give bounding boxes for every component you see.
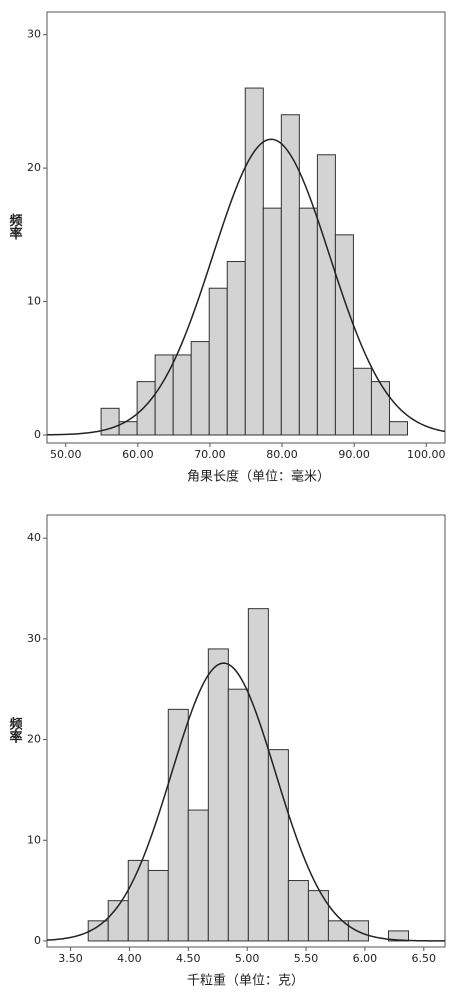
bar	[244, 87, 264, 436]
bar	[370, 381, 390, 436]
bar	[226, 261, 246, 436]
y-tick-label: 30	[27, 28, 41, 41]
bar	[100, 407, 120, 436]
x-tick-label: 80.00	[266, 448, 298, 461]
y-tick-label: 20	[27, 161, 41, 174]
normal-curve	[46, 662, 446, 942]
bar	[167, 708, 189, 942]
bar	[187, 809, 209, 942]
bar	[190, 341, 210, 436]
plot-frame	[46, 514, 446, 948]
x-tick-label: 5.50	[294, 952, 319, 965]
x-tick-label: 4.00	[117, 952, 142, 965]
bar	[287, 880, 309, 942]
y-axis-title: 频率	[7, 213, 23, 241]
bar	[352, 367, 372, 436]
y-tick-label: 0	[34, 428, 41, 441]
y-tick-label: 30	[27, 632, 41, 645]
y-tick-label: 10	[27, 295, 41, 308]
x-tick-label: 50.00	[50, 448, 82, 461]
y-axis-title: 频率	[7, 716, 23, 744]
bar	[208, 287, 228, 436]
y-tick-label: 20	[27, 733, 41, 746]
x-axis-title: 千粒重（单位：克）	[187, 973, 304, 989]
normal-curve	[46, 138, 446, 436]
x-tick-label: 3.50	[58, 952, 83, 965]
bar	[307, 890, 329, 942]
plot-frame	[46, 11, 446, 444]
bar	[316, 154, 336, 436]
y-tick-label: 40	[27, 531, 41, 544]
bar	[227, 688, 249, 942]
x-tick-label: 60.00	[122, 448, 154, 461]
bar	[262, 207, 282, 436]
x-tick-label: 6.00	[353, 952, 378, 965]
x-tick-label: 6.50	[412, 952, 437, 965]
bar	[207, 648, 229, 942]
bar	[267, 749, 289, 942]
bar	[334, 234, 354, 436]
bar	[388, 421, 409, 436]
bar	[172, 354, 192, 436]
y-tick-label: 10	[27, 833, 41, 846]
y-tick-label: 0	[34, 934, 41, 947]
x-tick-label: 90.00	[338, 448, 370, 461]
x-tick-label: 5.00	[235, 952, 260, 965]
bar	[136, 381, 156, 436]
x-axis-title: 角果长度（单位：毫米）	[187, 469, 330, 485]
bar	[147, 869, 169, 942]
bar	[280, 114, 300, 436]
bar	[387, 930, 409, 942]
x-tick-label: 70.00	[194, 448, 226, 461]
bar	[127, 859, 149, 942]
bar	[247, 608, 269, 942]
bar	[298, 207, 318, 436]
x-tick-label: 4.50	[176, 952, 201, 965]
x-tick-label: 100.00	[407, 448, 446, 461]
